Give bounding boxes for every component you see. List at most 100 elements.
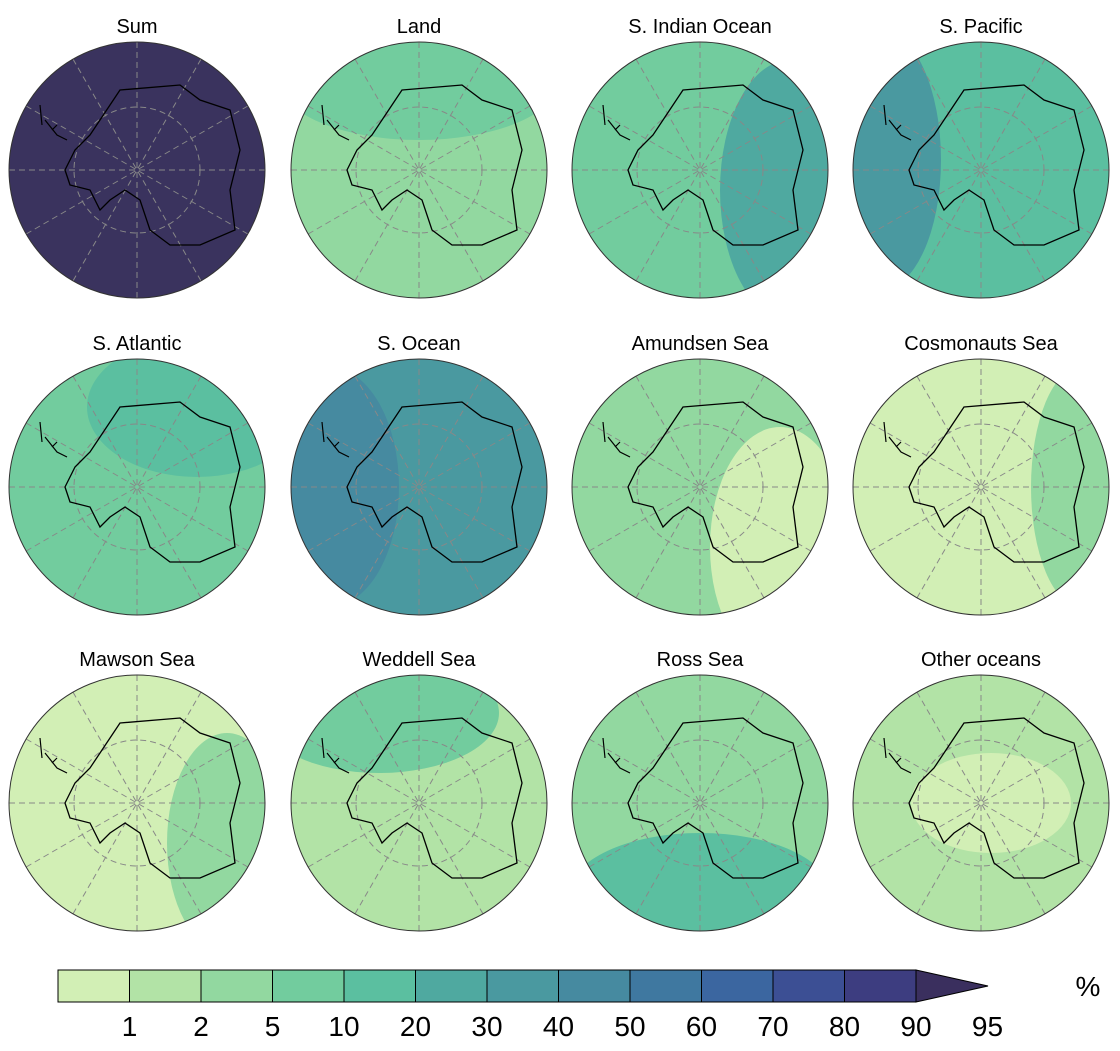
coastline bbox=[64, 401, 241, 563]
colorbar-bin bbox=[272, 969, 345, 1003]
map-panel: Ross Sea bbox=[571, 649, 829, 932]
peninsula bbox=[39, 421, 68, 458]
coastline bbox=[346, 717, 523, 879]
field-region bbox=[853, 42, 941, 290]
panel-title: Sum bbox=[116, 16, 157, 38]
graticule bbox=[588, 738, 812, 868]
graticule bbox=[354, 691, 484, 915]
panel-title: S. Atlantic bbox=[93, 333, 182, 355]
graticule bbox=[355, 739, 483, 867]
graticule bbox=[307, 422, 531, 552]
coastline bbox=[908, 401, 1085, 563]
graticule bbox=[635, 691, 765, 915]
peninsula bbox=[883, 421, 912, 458]
graticule bbox=[916, 691, 1046, 915]
graticule bbox=[869, 422, 1093, 552]
graticule bbox=[917, 423, 1045, 551]
map-border bbox=[290, 674, 548, 932]
map-panel: Land bbox=[290, 16, 548, 299]
graticule bbox=[307, 422, 531, 552]
peninsula bbox=[602, 737, 631, 774]
graticule bbox=[307, 738, 531, 868]
colorbar-tick-label: 40 bbox=[543, 1011, 574, 1042]
graticule bbox=[917, 739, 1045, 867]
panel-title: S. Pacific bbox=[939, 16, 1022, 38]
graticule bbox=[869, 738, 1093, 868]
graticule bbox=[73, 739, 201, 867]
graticule bbox=[25, 738, 249, 868]
map-panel: S. Atlantic bbox=[8, 333, 266, 616]
map-border bbox=[8, 41, 266, 299]
graticule bbox=[25, 422, 249, 552]
graticule bbox=[636, 423, 764, 551]
colorbar-tick-label: 60 bbox=[686, 1011, 717, 1042]
map-border bbox=[8, 674, 266, 932]
graticule bbox=[916, 691, 1046, 915]
graticule bbox=[25, 422, 249, 552]
colorbar-tick-label: 1 bbox=[122, 1011, 138, 1042]
peninsula bbox=[321, 104, 350, 141]
graticule bbox=[72, 375, 202, 599]
map-panel: S. Indian Ocean bbox=[571, 16, 829, 299]
graticule bbox=[635, 58, 765, 282]
graticule bbox=[25, 738, 249, 868]
graticule bbox=[354, 375, 484, 599]
graticule bbox=[916, 58, 1046, 282]
panel-title: Land bbox=[397, 16, 442, 38]
colorbar-bin bbox=[772, 969, 845, 1003]
map-border bbox=[852, 41, 1110, 299]
field-region bbox=[167, 733, 265, 931]
graticule bbox=[916, 375, 1046, 599]
graticule bbox=[354, 691, 484, 915]
peninsula bbox=[321, 421, 350, 458]
coastline bbox=[627, 717, 804, 879]
peninsula bbox=[602, 421, 631, 458]
panel-title: Other oceans bbox=[921, 649, 1041, 671]
graticule bbox=[635, 58, 765, 282]
colorbar-tick-label: 5 bbox=[265, 1011, 281, 1042]
coastline bbox=[908, 717, 1085, 879]
graticule bbox=[635, 375, 765, 599]
map-panel: Mawson Sea bbox=[8, 649, 266, 932]
graticule bbox=[636, 739, 764, 867]
map-panel: S. Pacific bbox=[852, 16, 1110, 299]
colorbar-bin bbox=[200, 969, 273, 1003]
map-panel: Other oceans bbox=[852, 649, 1110, 932]
graticule bbox=[73, 106, 201, 234]
field-region bbox=[127, 160, 147, 180]
colorbar-bin bbox=[129, 969, 202, 1003]
graticule bbox=[916, 375, 1046, 599]
coastline bbox=[346, 401, 523, 563]
colorbar-bin bbox=[486, 969, 559, 1003]
graticule bbox=[869, 105, 1093, 235]
colorbar-bin bbox=[57, 969, 130, 1003]
map-border bbox=[852, 358, 1110, 616]
map-border bbox=[571, 358, 829, 616]
peninsula bbox=[602, 104, 631, 141]
colorbar-bin bbox=[343, 969, 416, 1003]
graticule bbox=[636, 106, 764, 234]
graticule bbox=[25, 105, 249, 235]
graticule bbox=[869, 738, 1093, 868]
field-region bbox=[911, 753, 1071, 853]
graticule bbox=[72, 691, 202, 915]
colorbar-bin bbox=[629, 969, 702, 1003]
graticule bbox=[354, 375, 484, 599]
map-border bbox=[571, 674, 829, 932]
colorbar-tick-label: 10 bbox=[328, 1011, 359, 1042]
colorbar-tick-label: 90 bbox=[900, 1011, 931, 1042]
graticule bbox=[588, 738, 812, 868]
graticule bbox=[72, 691, 202, 915]
panel-title: Amundsen Sea bbox=[632, 333, 770, 355]
colorbar-bin bbox=[558, 969, 631, 1003]
graticule bbox=[588, 422, 812, 552]
peninsula bbox=[39, 104, 68, 141]
graticule bbox=[307, 105, 531, 235]
colorbar-tick-label: 95 bbox=[972, 1011, 1003, 1042]
coastline bbox=[908, 84, 1085, 246]
peninsula bbox=[39, 737, 68, 774]
map-panel: Weddell Sea bbox=[290, 649, 548, 932]
graticule bbox=[72, 58, 202, 282]
graticule bbox=[307, 738, 531, 868]
